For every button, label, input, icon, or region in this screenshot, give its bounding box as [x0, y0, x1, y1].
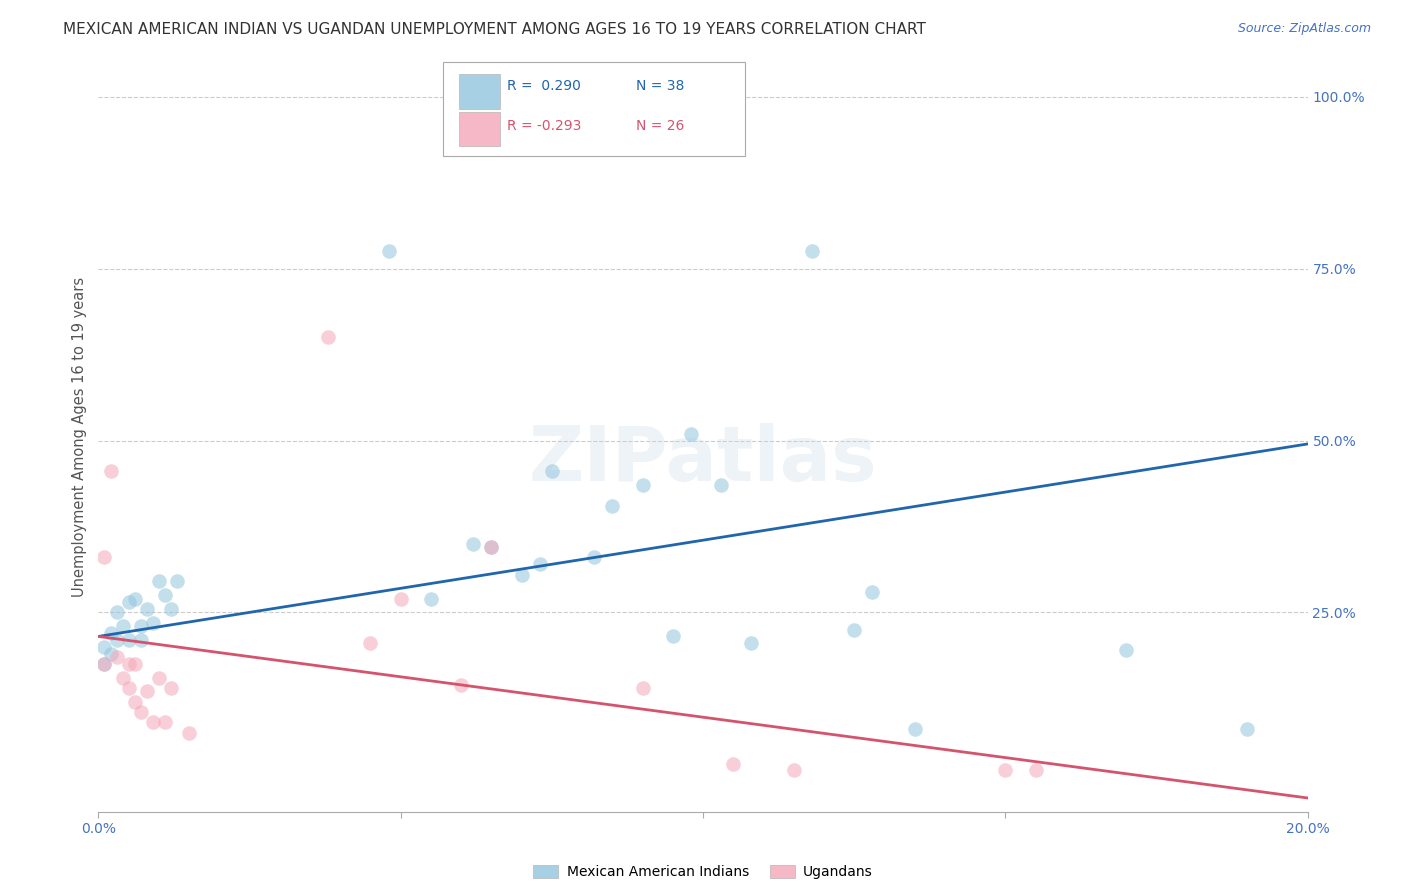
Point [481, 540, 503, 554]
Point [111, 671, 134, 685]
Legend: Mexican American Indians, Ugandans: Mexican American Indians, Ugandans [527, 860, 879, 885]
Point [100, 647, 122, 661]
Text: ZIPatlas: ZIPatlas [529, 423, 877, 497]
Point [529, 558, 551, 572]
Point [100, 626, 122, 640]
Point [994, 764, 1017, 778]
Point [160, 602, 183, 616]
FancyBboxPatch shape [443, 62, 745, 156]
Point [860, 584, 883, 599]
Point [740, 636, 762, 650]
Point [118, 632, 141, 647]
Point [166, 574, 188, 589]
Point [105, 606, 128, 620]
Point [160, 681, 183, 695]
Point [129, 705, 152, 719]
Point [124, 591, 146, 606]
Point [153, 588, 176, 602]
Point [540, 465, 562, 479]
Point [710, 478, 733, 492]
Point [783, 764, 806, 778]
Point [904, 723, 927, 737]
Point [124, 695, 146, 709]
Point [135, 684, 157, 698]
Point [1115, 643, 1137, 657]
Point [377, 244, 399, 259]
Point [135, 602, 157, 616]
Point [420, 591, 443, 606]
FancyBboxPatch shape [458, 112, 501, 146]
Point [723, 756, 745, 771]
Point [844, 623, 866, 637]
Point [111, 619, 134, 633]
Y-axis label: Unemployment Among Ages 16 to 19 years: Unemployment Among Ages 16 to 19 years [72, 277, 87, 597]
Text: Source: ZipAtlas.com: Source: ZipAtlas.com [1237, 22, 1371, 36]
Point [148, 574, 170, 589]
FancyBboxPatch shape [458, 74, 501, 109]
Point [118, 681, 141, 695]
Point [100, 465, 122, 479]
Point [800, 244, 823, 259]
Point [631, 478, 654, 492]
Point [360, 636, 382, 650]
Text: MEXICAN AMERICAN INDIAN VS UGANDAN UNEMPLOYMENT AMONG AGES 16 TO 19 YEARS CORREL: MEXICAN AMERICAN INDIAN VS UGANDAN UNEMP… [63, 22, 927, 37]
Point [105, 650, 128, 665]
Text: N = 38: N = 38 [637, 79, 685, 94]
Text: R = -0.293: R = -0.293 [508, 120, 582, 133]
Point [450, 677, 472, 691]
Point [1236, 723, 1258, 737]
Point [153, 715, 176, 730]
Point [389, 591, 412, 606]
Text: N = 26: N = 26 [637, 120, 685, 133]
Point [148, 671, 170, 685]
Point [118, 595, 141, 609]
Point [316, 330, 339, 344]
Point [142, 615, 165, 630]
Point [1024, 764, 1046, 778]
Point [93, 657, 115, 671]
Point [661, 629, 683, 643]
Point [124, 657, 146, 671]
Point [129, 619, 152, 633]
Point [602, 499, 624, 513]
Point [129, 632, 152, 647]
Point [93, 657, 115, 671]
Point [583, 550, 606, 565]
Point [93, 640, 115, 654]
Point [142, 715, 165, 730]
Point [631, 681, 654, 695]
Point [679, 426, 702, 441]
Point [93, 550, 115, 565]
Point [510, 567, 533, 582]
Point [118, 657, 141, 671]
Point [463, 536, 485, 550]
Point [481, 540, 503, 554]
Point [105, 632, 128, 647]
Point [179, 725, 201, 739]
Text: R =  0.290: R = 0.290 [508, 79, 581, 94]
